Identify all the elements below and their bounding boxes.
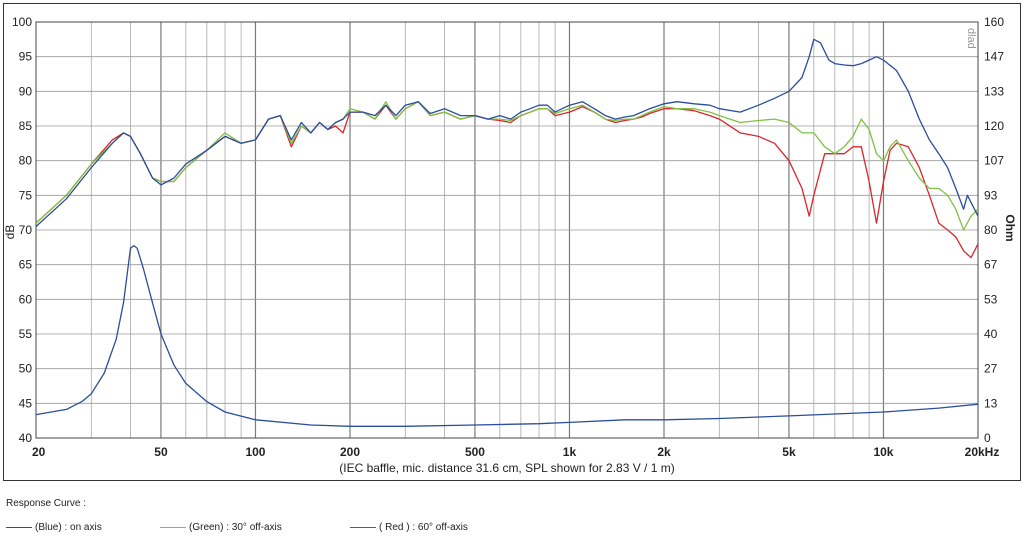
y2-tick-labels: 160 147 133 120 107 93 80 67 53 40 27 13 0: [984, 15, 1004, 445]
x-tick-label: 500: [465, 445, 485, 459]
y2-axis-label: Ohm: [1003, 214, 1017, 241]
legend-label-red: ( Red ) : 60° off-axis: [379, 522, 468, 533]
chart-frame: [3, 3, 1021, 481]
legend-swatch-green: [160, 527, 186, 528]
watermark: dlad: [965, 28, 977, 49]
y-tick-label: 60: [19, 292, 33, 306]
y2-tick-label: 93: [984, 188, 998, 202]
y2-tick-label: 160: [984, 15, 1004, 29]
y2-tick-label: 27: [984, 362, 998, 376]
y-tick-label: 95: [19, 50, 33, 64]
y2-tick-label: 120: [984, 119, 1004, 133]
y-tick-label: 90: [19, 84, 33, 98]
plot-border: [35, 21, 979, 439]
x-tick-label: 5k: [782, 445, 796, 459]
x-tick-label: 20: [32, 445, 46, 459]
legend-label-green: (Green) : 30° off-axis: [189, 522, 282, 533]
y2-tick-label: 80: [984, 223, 998, 237]
curves: [35, 38, 979, 427]
x-tick-label: 2k: [657, 445, 671, 459]
x-tick-label: 50: [154, 445, 168, 459]
y-tick-label: 70: [19, 223, 33, 237]
legend-title: Response Curve :: [6, 498, 87, 509]
y-tick-label: 75: [19, 188, 33, 202]
legend: Response Curve : (Blue) : on axis (Green…: [0, 482, 1024, 537]
legend-label-blue: (Blue) : on axis: [35, 522, 102, 533]
y-tick-label: 40: [19, 431, 33, 445]
x-tick-label: 100: [245, 445, 265, 459]
legend-item-blue: (Blue) : on axis: [6, 522, 102, 533]
chart-subtitle: (IEC baffle, mic. distance 31.6 cm, SPL …: [339, 461, 674, 475]
x-tick-labels: 20 50 100 200 500 1k 2k 5k 10k 20kHz: [32, 445, 999, 459]
y-tick-label: 80: [19, 154, 33, 168]
y2-tick-label: 53: [984, 292, 998, 306]
curve-on-axis: [35, 38, 979, 227]
y-tick-label: 50: [19, 362, 33, 376]
y-tick-label: 45: [19, 396, 33, 410]
y-tick-label: 65: [19, 258, 33, 272]
curve-impedance: [35, 244, 979, 427]
frequency-response-chart: 20 50 100 200 500 1k 2k 5k 10k 20kHz 100959085807…: [3, 15, 1017, 475]
x-tick-label: 20kHz: [965, 445, 1000, 459]
y2-tick-label: 133: [984, 84, 1004, 98]
y2-tick-label: 67: [984, 258, 998, 272]
x-tick-label: 1k: [563, 445, 577, 459]
y-tick-labels: 100 95 90 85 80 75 70 65 60 55 50 45 40: [12, 15, 32, 445]
y2-tick-label: 107: [984, 154, 1004, 168]
curve-60-off-axis: [35, 101, 979, 259]
y-tick-label: 100: [12, 15, 32, 29]
legend-swatch-blue: [6, 527, 32, 528]
legend-swatch-red: [350, 527, 376, 528]
y2-tick-label: 40: [984, 327, 998, 341]
y-tick-label: 85: [19, 119, 33, 133]
x-tick-label: 200: [340, 445, 360, 459]
y-tick-label: 55: [19, 327, 33, 341]
y2-tick-label: 13: [984, 396, 998, 410]
legend-item-green: (Green) : 30° off-axis: [160, 522, 282, 533]
y2-tick-label: 0: [984, 431, 991, 445]
legend-item-red: ( Red ) : 60° off-axis: [350, 522, 468, 533]
y-axis-label: dB: [3, 225, 17, 240]
x-tick-label: 10k: [873, 445, 893, 459]
grid-lines: [36, 22, 978, 438]
curve-30-off-axis: [35, 101, 979, 231]
y2-tick-label: 147: [984, 50, 1004, 64]
